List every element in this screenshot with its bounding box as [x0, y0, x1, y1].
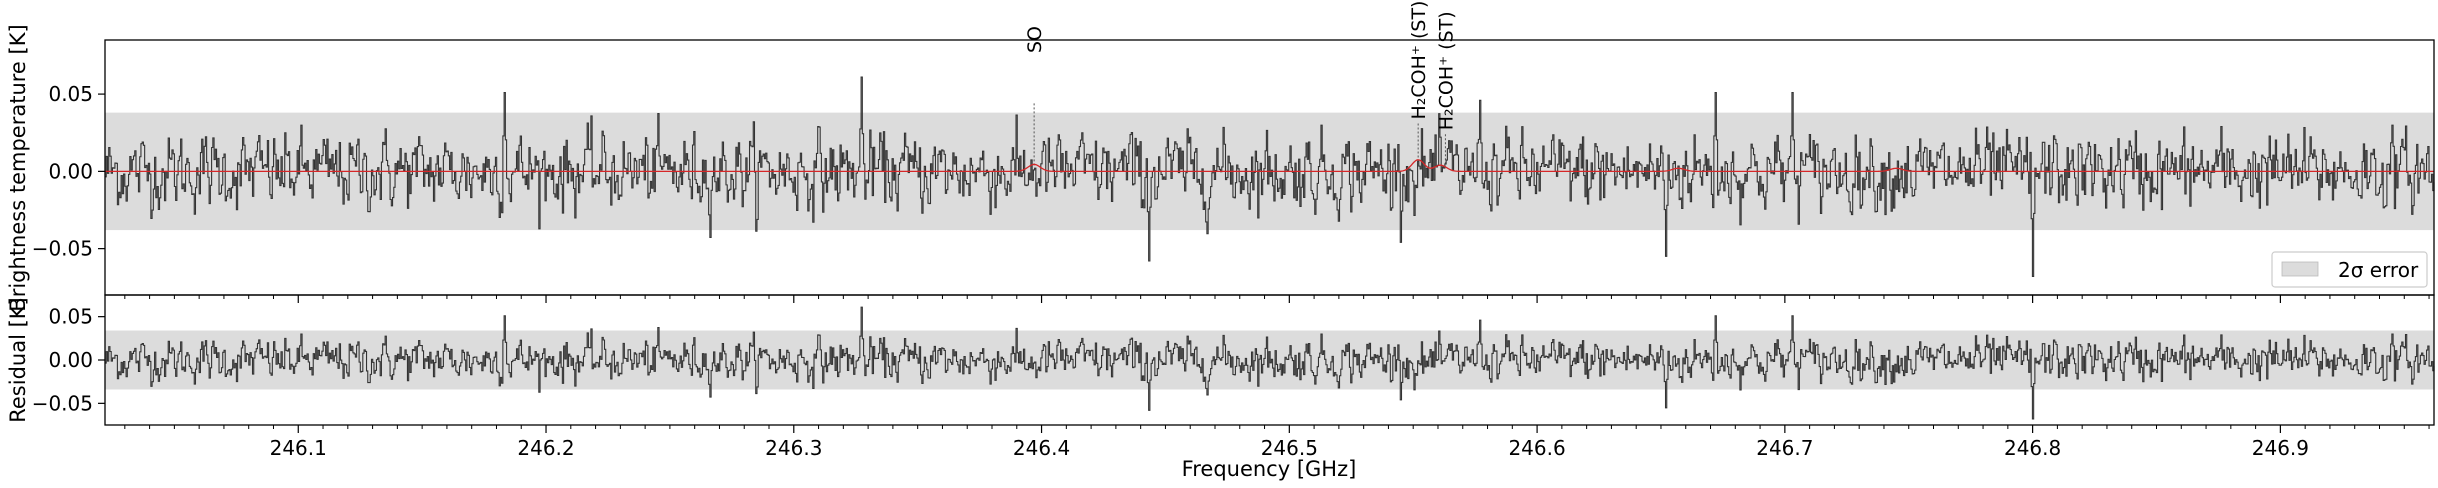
spectrum-marker-lines	[1033, 103, 1446, 167]
y-tick-label: 0.05	[48, 82, 93, 106]
spectrum-observed-line	[105, 76, 2435, 277]
x-tick-label: 246.1	[270, 436, 327, 460]
y-tick-label: 0.00	[48, 348, 93, 372]
residual-x-tick-labels: 246.1 246.2 246.3 246.4 246.5 246.6 246.7 246.8…	[270, 436, 2309, 460]
legend-frame	[2271, 251, 2428, 288]
y-tick-label: −0.05	[32, 237, 93, 261]
residual-x-major-ticks	[297, 425, 2281, 433]
spectrum-model-line	[105, 159, 2434, 173]
y-tick-label: −0.05	[32, 391, 93, 415]
legend-label: 2σ error	[2338, 258, 2419, 282]
y-tick-label: 0.00	[48, 159, 93, 183]
residual-y-ticks: 0.05 0.00 −0.05	[32, 305, 105, 415]
spectrum-y-ticks: 0.05 0.00 −0.05	[32, 82, 105, 261]
legend-swatch	[2281, 261, 2319, 277]
legend: 2σ error	[2271, 251, 2428, 288]
line-marker-label: SO	[1024, 26, 1046, 53]
spectrum-x-major-ticks	[297, 295, 2281, 303]
x-tick-label: 246.5	[1261, 436, 1318, 460]
line-marker-label: H₂COH⁺ (ST)	[1435, 11, 1457, 130]
residual-line	[105, 306, 2435, 420]
x-tick-label: 246.7	[1756, 436, 1813, 460]
x-tick-label: 246.2	[517, 436, 574, 460]
spectrum-line-labels: SO H₂COH⁺ (ST) H₂COH⁺ (ST)	[1024, 1, 1457, 131]
spectrum-panel: 0.05 0.00 −0.05 SO H₂COH⁺ (ST) H₂COH⁺ (ST) 2…	[6, 1, 2435, 312]
spectrum-y-axis-label: Brightness temperature [K]	[6, 24, 30, 311]
x-axis-label: Frequency [GHz]	[1182, 457, 1357, 481]
line-marker-label: H₂COH⁺ (ST)	[1408, 1, 1430, 120]
residual-y-axis-label: Residual [K]	[6, 297, 30, 423]
x-tick-label: 246.3	[765, 436, 822, 460]
x-tick-label: 246.4	[1013, 436, 1070, 460]
x-tick-label: 246.9	[2252, 436, 2309, 460]
y-tick-label: 0.05	[48, 305, 93, 329]
spectrum-x-minor-ticks	[124, 295, 2430, 299]
x-tick-label: 246.8	[2004, 436, 2061, 460]
residual-x-minor-ticks	[124, 425, 2430, 429]
residual-panel: 0.050.00−0.05 246.1 246.2 246.3 246.4 246.5 2…	[6, 294, 2435, 481]
x-tick-label: 246.6	[1508, 436, 1565, 460]
